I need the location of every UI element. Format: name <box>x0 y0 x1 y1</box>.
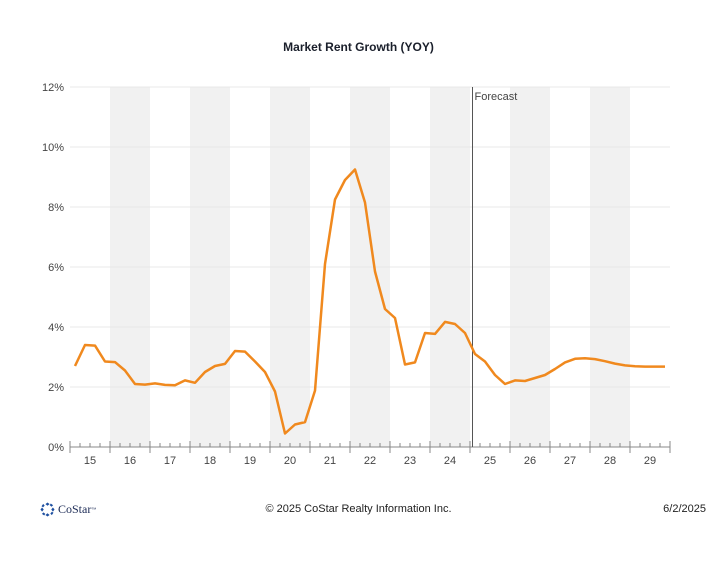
forecast-label: Forecast <box>475 91 518 103</box>
x-tick-label: 27 <box>564 455 576 467</box>
y-tick-label: 12% <box>42 82 64 94</box>
y-tick-label: 10% <box>42 142 64 154</box>
x-tick-label: 23 <box>404 455 416 467</box>
x-tick-label: 28 <box>604 455 616 467</box>
x-tick-label: 25 <box>484 455 496 467</box>
y-tick-label: 2% <box>48 382 64 394</box>
x-tick-label: 16 <box>124 455 136 467</box>
x-tick-label: 19 <box>244 455 256 467</box>
trademark-symbol: ™ <box>91 506 97 513</box>
chart-title: Market Rent Growth (YOY) <box>283 40 434 54</box>
y-tick-label: 0% <box>48 442 64 454</box>
x-tick-label: 24 <box>444 455 456 467</box>
y-tick-label: 6% <box>48 262 64 274</box>
report-date: 6/2/2025 <box>663 503 706 515</box>
x-tick-label: 26 <box>524 455 536 467</box>
costar-logo: CoStar ™ <box>40 502 96 517</box>
y-tick-label: 4% <box>48 322 64 334</box>
rent-growth-line <box>73 168 665 435</box>
x-tick-label: 22 <box>364 455 376 467</box>
y-tick-label: 8% <box>48 202 64 214</box>
x-tick-label: 15 <box>84 455 96 467</box>
x-tick-label: 21 <box>324 455 336 467</box>
x-tick-label: 29 <box>644 455 656 467</box>
x-tick-label: 17 <box>164 455 176 467</box>
x-tick-label: 20 <box>284 455 296 467</box>
costar-logo-icon <box>40 502 55 517</box>
copyright-text: © 2025 CoStar Realty Information Inc. <box>265 503 452 515</box>
costar-logo-text: CoStar <box>58 502 92 516</box>
x-tick-label: 18 <box>204 455 216 467</box>
